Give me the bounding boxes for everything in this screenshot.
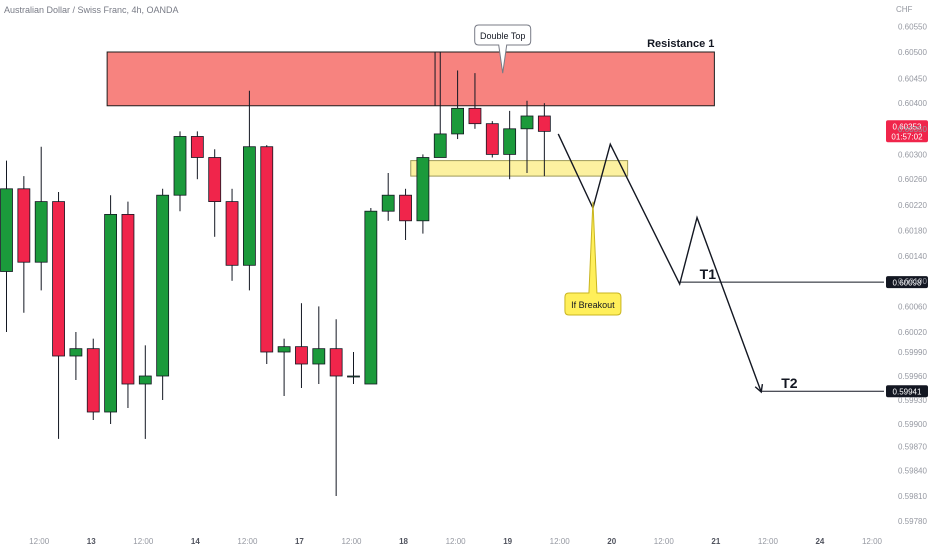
last-price-badge	[886, 120, 928, 143]
price-tick-label: 0.60060	[898, 302, 927, 311]
candle-bearish	[260, 146, 274, 353]
price-tick-label: 0.60450	[898, 74, 927, 83]
candle-bullish	[0, 188, 13, 272]
candle-bearish	[52, 201, 65, 357]
price-tick-label: 0.60550	[898, 22, 927, 31]
price-tick-label: 0.60500	[898, 48, 927, 57]
time-tick-label: 21	[711, 537, 720, 546]
time-tick-label: 17	[295, 537, 304, 546]
price-tick-label: 0.60350	[898, 125, 927, 134]
target-price-badge	[886, 385, 928, 398]
symbol-title: Australian Dollar / Swiss Franc, 4h, OAN…	[4, 5, 179, 15]
breakout-zone	[410, 160, 629, 177]
zones-layer: Resistance 1	[106, 38, 715, 177]
candle-bullish	[520, 115, 534, 130]
candle-bearish	[329, 348, 343, 377]
price-tick-label: 0.59930	[898, 396, 927, 405]
candle-bearish	[190, 136, 204, 158]
candle-bullish	[69, 348, 83, 357]
price-axis[interactable]: 0.60550 0.60500 0.60450 0.60400 0.60350 0.603…	[898, 22, 927, 525]
price-tick-label: 0.59870	[898, 442, 927, 451]
target-label-t2: T2	[781, 375, 798, 391]
resistance-zone	[106, 51, 715, 107]
candle-bullish	[277, 346, 291, 353]
time-tick-label: 12:00	[133, 537, 154, 546]
countdown-text: 01:57:02	[891, 132, 923, 141]
candle-bullish	[138, 375, 152, 385]
candle-bearish	[537, 115, 551, 132]
target-price-text: 0.60098	[893, 278, 922, 287]
price-tick-label: 0.59810	[898, 492, 927, 501]
price-tick-label: 0.60260	[898, 175, 927, 184]
time-tick-label: 12:00	[29, 537, 50, 546]
projection-arrowhead	[754, 383, 764, 394]
candle-bearish	[399, 194, 412, 222]
candles-layer	[0, 52, 551, 496]
candle-bullish	[156, 194, 170, 377]
candle-bullish	[381, 194, 395, 212]
price-tick-label: 0.60180	[898, 226, 927, 235]
candle-bullish	[347, 375, 360, 378]
time-tick-label: 18	[399, 537, 408, 546]
double-top-callout	[474, 24, 532, 74]
candle-bearish	[208, 157, 222, 202]
double-top-label: Double Top	[480, 31, 525, 41]
time-tick-label: 20	[607, 537, 616, 546]
candle-bullish	[364, 210, 378, 385]
price-tick-label: 0.59840	[898, 466, 927, 475]
price-tick-label: 0.60020	[898, 328, 927, 337]
target-price-text: 0.59941	[893, 388, 922, 397]
candle-bullish	[104, 213, 117, 413]
candle-bearish	[17, 188, 31, 263]
time-tick-label: 13	[87, 537, 96, 546]
price-tick-label: 0.60400	[898, 99, 927, 108]
candle-bullish	[173, 136, 187, 196]
if-breakout-callout	[564, 201, 622, 316]
price-tick-label: 0.60140	[898, 252, 927, 261]
time-tick-label: 12:00	[862, 537, 883, 546]
target-label-t1: T1	[700, 266, 717, 282]
candle-bullish	[503, 128, 517, 155]
time-tick-label: 24	[815, 537, 824, 546]
time-tick-label: 12:00	[550, 537, 571, 546]
time-tick-label: 12:00	[654, 537, 675, 546]
candle-bullish	[433, 133, 447, 158]
price-tick-label: 0.59900	[898, 420, 927, 429]
time-tick-label: 12:00	[237, 537, 258, 546]
price-tick-label: 0.59960	[898, 372, 927, 381]
candle-bullish	[34, 201, 48, 263]
time-tick-label: 12:00	[758, 537, 779, 546]
candle-bullish	[416, 157, 430, 222]
if-breakout-label: If Breakout	[571, 300, 615, 310]
candle-bullish	[242, 146, 256, 266]
candle-bearish	[295, 346, 308, 365]
projection-path	[557, 133, 762, 393]
price-tick-label: 0.59990	[898, 348, 927, 357]
currency-label: CHF	[896, 5, 913, 14]
resistance-label: Resistance 1	[647, 38, 714, 50]
time-tick-label: 12:00	[446, 537, 467, 546]
candle-bullish	[451, 107, 465, 135]
candle-bearish	[86, 348, 100, 413]
candle-bearish	[468, 107, 482, 125]
price-tick-label: 0.60220	[898, 201, 927, 210]
time-tick-label: 19	[503, 537, 512, 546]
time-tick-label: 12:00	[341, 537, 362, 546]
price-tick-label: 0.60100	[898, 277, 927, 286]
candle-bearish	[225, 201, 239, 266]
price-tick-label: 0.60300	[898, 150, 927, 159]
last-price-text: 0.60353	[893, 122, 922, 131]
candle-bullish	[312, 348, 326, 365]
time-axis[interactable]: 12:00 13 12:00 14 12:00 17 12:00 18 12:00 19 12:00…	[29, 537, 882, 546]
candle-bearish	[485, 123, 499, 155]
target-price-badge	[886, 276, 928, 289]
time-tick-label: 14	[191, 537, 200, 546]
candle-bearish	[121, 213, 135, 385]
price-tick-label: 0.59780	[898, 517, 927, 526]
